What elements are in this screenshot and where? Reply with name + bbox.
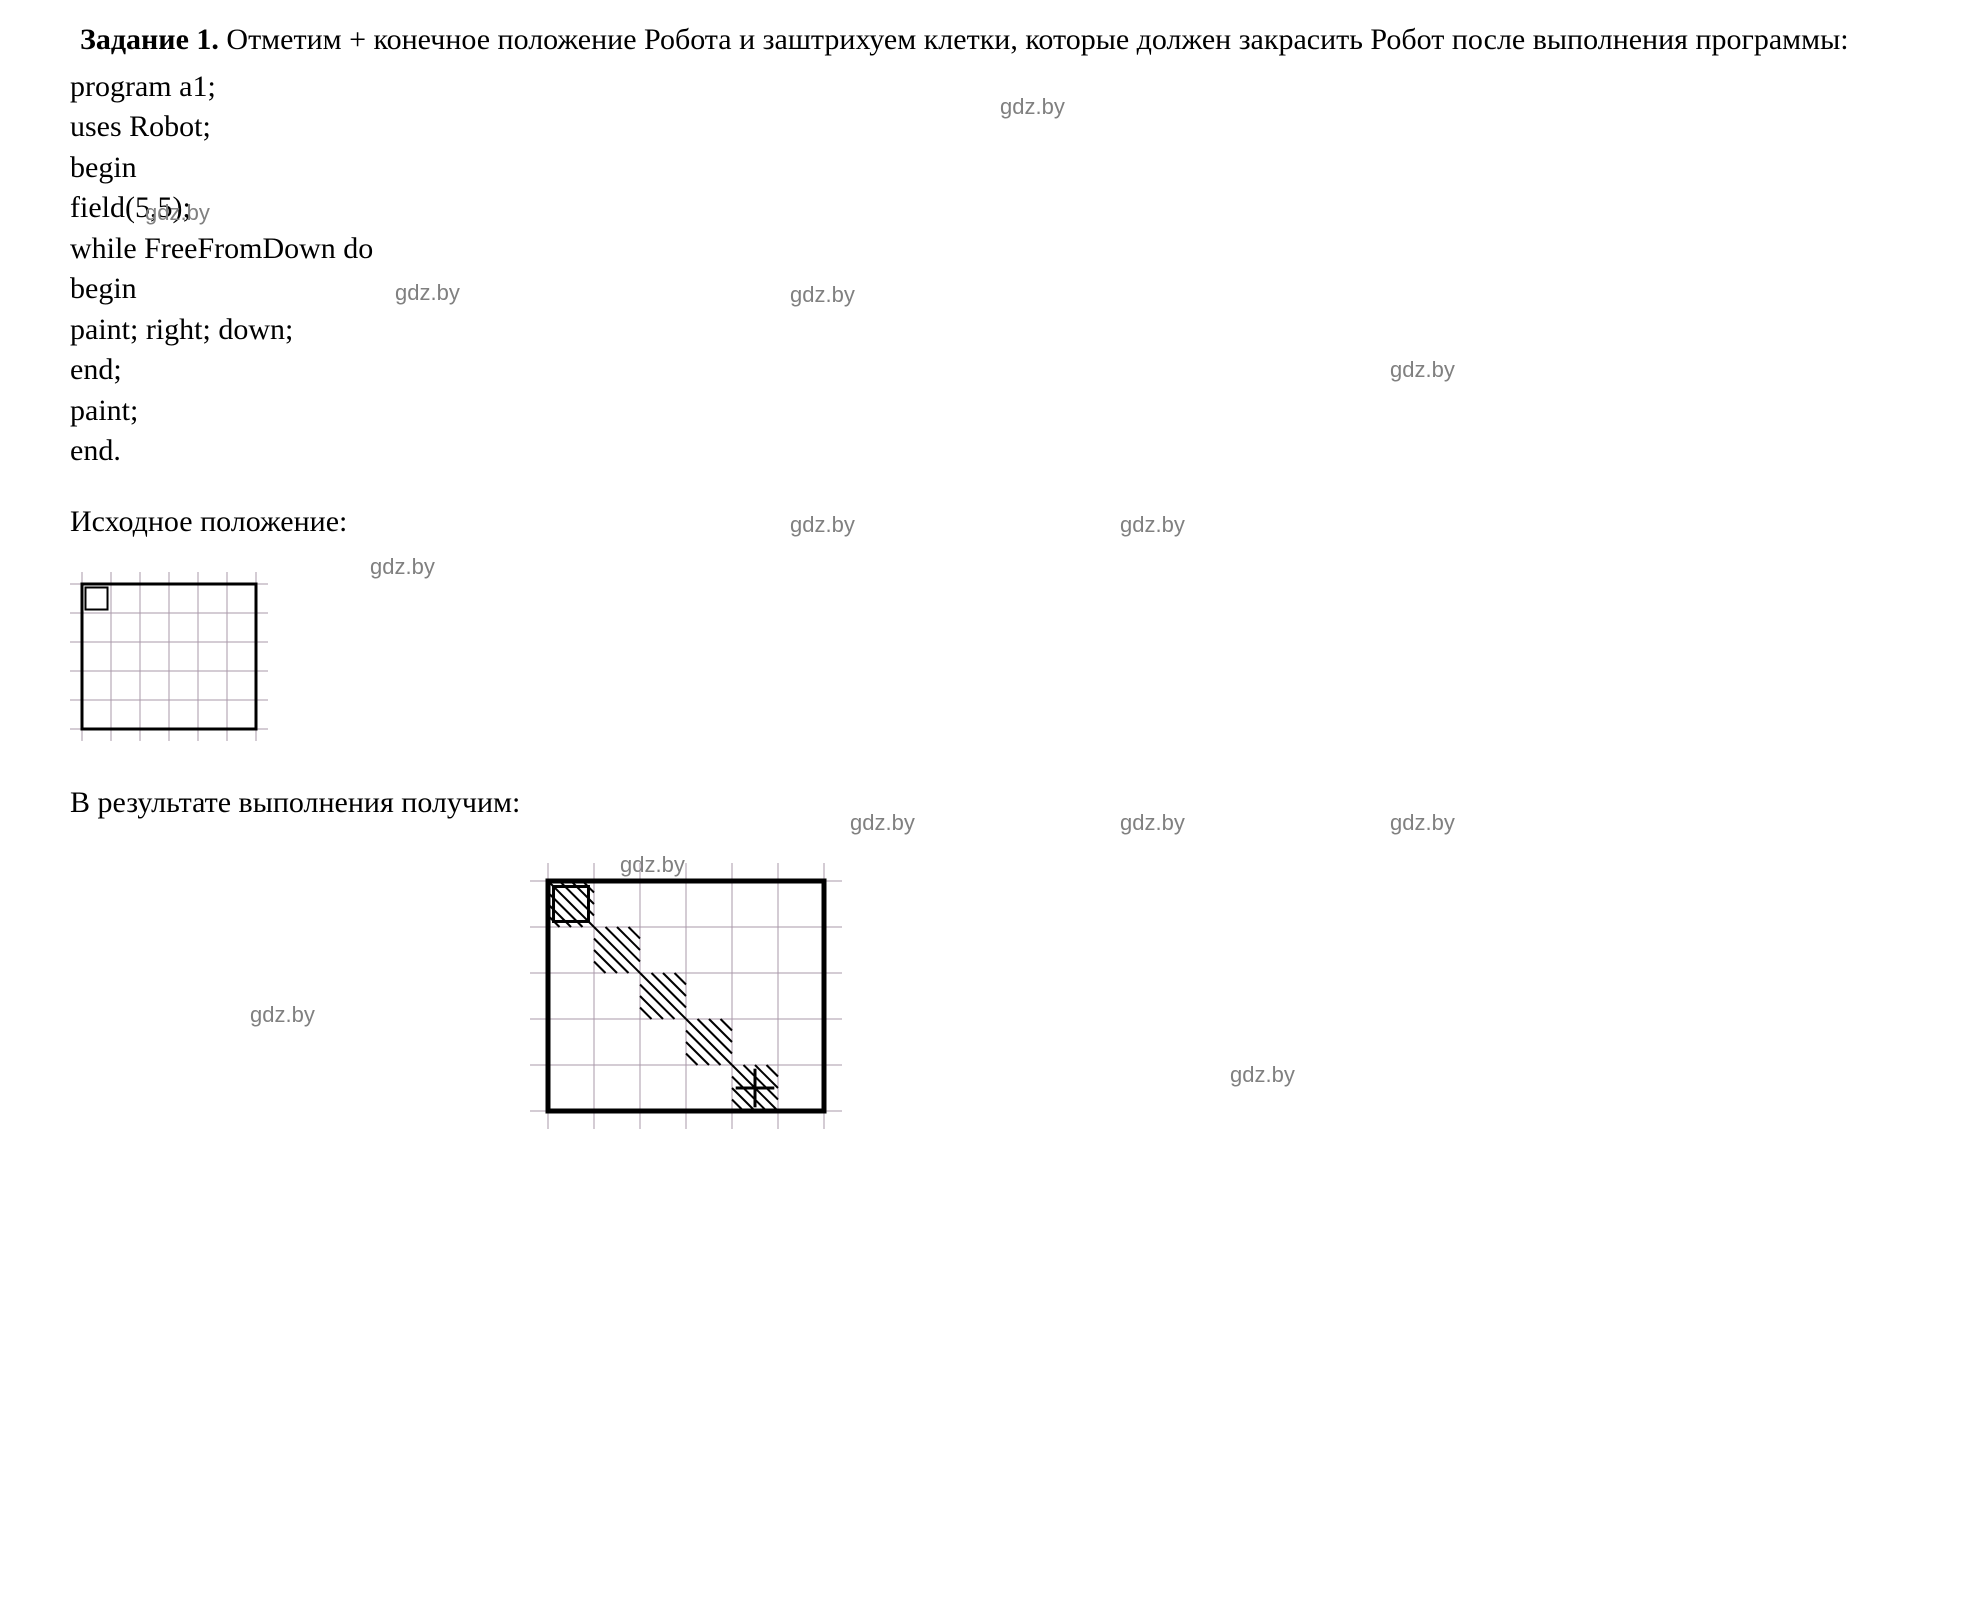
- code-line: end.: [70, 431, 1942, 472]
- code-line: end;: [70, 350, 1942, 391]
- watermark: gdz.by: [395, 278, 460, 308]
- watermark: gdz.by: [850, 808, 915, 838]
- watermark: gdz.by: [1120, 510, 1185, 540]
- watermark: gdz.by: [145, 198, 210, 228]
- code-line: field(5,5);: [70, 188, 1942, 229]
- shaded-cell: [594, 927, 640, 973]
- watermark: gdz.by: [250, 1000, 315, 1030]
- watermark: gdz.by: [1230, 1060, 1295, 1090]
- task-intro: Задание 1. Отметим + конечное положение …: [30, 20, 1942, 61]
- watermark: gdz.by: [790, 510, 855, 540]
- shaded-cell: [640, 973, 686, 1019]
- task-text: Отметим + конечное положение Робота и за…: [219, 23, 1849, 56]
- code-line: begin: [70, 148, 1942, 189]
- code-line: paint;: [70, 391, 1942, 432]
- watermark: gdz.by: [1120, 808, 1185, 838]
- code-line: while FreeFromDown do: [70, 229, 1942, 270]
- result-label: В результате выполнения получим:: [70, 783, 1942, 824]
- result-grid: [530, 863, 842, 1129]
- code-block: program a1; uses Robot; begin field(5,5)…: [70, 67, 1942, 472]
- code-line: begin: [70, 269, 1942, 310]
- watermark: gdz.by: [1390, 808, 1455, 838]
- watermark: gdz.by: [620, 850, 685, 880]
- initial-grid: [70, 572, 268, 741]
- watermark: gdz.by: [1390, 355, 1455, 385]
- shaded-cell: [686, 1019, 732, 1065]
- watermark: gdz.by: [370, 552, 435, 582]
- result-grid-wrap: [530, 863, 842, 1141]
- code-line: paint; right; down;: [70, 310, 1942, 351]
- task-label: Задание 1.: [80, 23, 219, 56]
- watermark: gdz.by: [790, 280, 855, 310]
- watermark: gdz.by: [1000, 92, 1065, 122]
- initial-label: Исходное положение:: [70, 502, 1942, 543]
- robot-marker: [85, 587, 107, 609]
- initial-grid-wrap: [70, 572, 1942, 753]
